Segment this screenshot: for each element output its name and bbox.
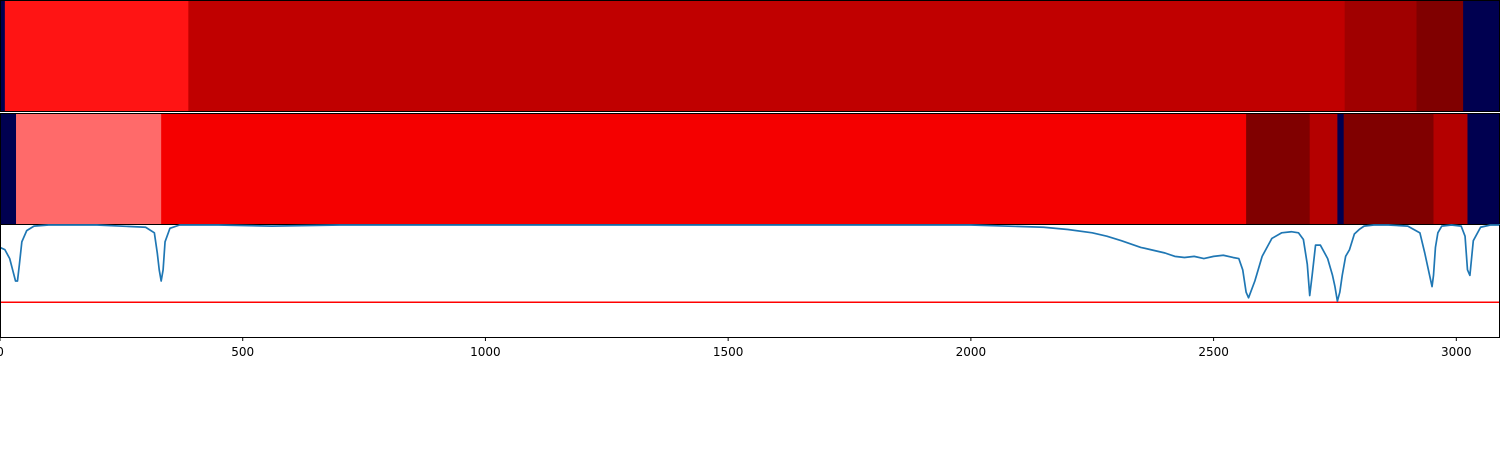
track-1-segment-4	[1344, 1, 1417, 112]
track-2-segment-5	[1309, 114, 1338, 225]
track-2-segment-9	[1467, 114, 1500, 225]
track-2-segment-7	[1343, 114, 1434, 225]
track-2-segment-3	[161, 114, 1247, 225]
x-tick-label-0: 0	[0, 345, 4, 359]
heatmap-track-2	[0, 114, 1500, 225]
line-panel-background	[0, 225, 1500, 337]
line-panel	[0, 224, 1500, 338]
track-1-segment-6	[1463, 1, 1500, 112]
x-tick-label-2500: 2500	[1198, 345, 1229, 359]
x-tick-label-3000: 3000	[1441, 345, 1472, 359]
track-1-segment-5	[1416, 1, 1464, 112]
track-1-segment-3	[188, 1, 1346, 112]
track-2-segment-8	[1433, 114, 1468, 225]
series-line-1	[0, 224, 1500, 303]
track-2-segment-1	[0, 114, 17, 225]
track-2-segment-6	[1337, 114, 1345, 225]
track-1-segment-2	[4, 1, 189, 112]
track-1-segment-1	[0, 1, 6, 112]
x-tick-label-500: 500	[231, 345, 254, 359]
heatmap-track-1	[0, 1, 1500, 112]
x-tick-label-1000: 1000	[470, 345, 501, 359]
x-tick-label-1500: 1500	[713, 345, 744, 359]
x-tick-label-2000: 2000	[956, 345, 987, 359]
track-2-segment-2	[16, 114, 162, 225]
x-axis: 0 500 1000 1500 2000 2500 3000	[0, 337, 1472, 359]
track-2-segment-4	[1246, 114, 1311, 225]
